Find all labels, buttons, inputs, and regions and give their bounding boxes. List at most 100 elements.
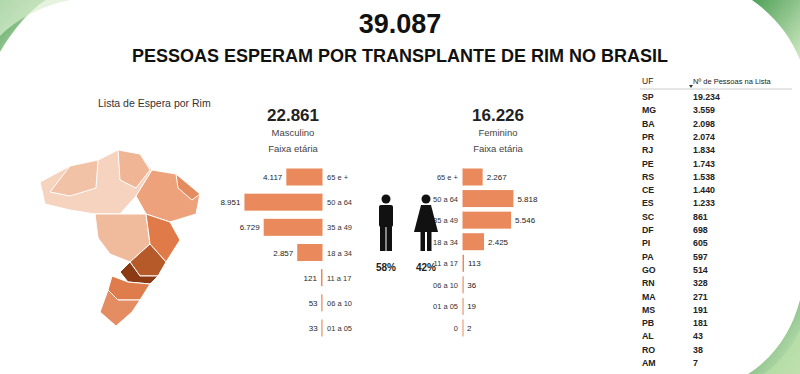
bar-base <box>322 320 323 337</box>
table-cell: CE <box>642 185 654 195</box>
table-cell: MS <box>642 305 655 315</box>
category-label: 11 a 17 <box>327 274 351 283</box>
map <box>40 150 200 326</box>
bar-base <box>463 212 464 229</box>
bar-chart: 22.861MasculinoFaixa etária4.11765 e +8.… <box>220 106 352 337</box>
axis-label: Faixa etária <box>268 143 318 154</box>
bar <box>463 190 513 207</box>
bar-base <box>463 169 464 186</box>
table-cell: PB <box>642 318 654 328</box>
table-cell: 7 <box>693 358 698 368</box>
table-cell: 1.743 <box>693 159 715 169</box>
bar-base <box>322 244 323 261</box>
data-label: 6.729 <box>240 223 261 232</box>
table-cell: PR <box>642 132 655 142</box>
map-region <box>40 150 152 214</box>
data-label: 2.267 <box>487 173 508 182</box>
labels: 2.26765 e +5.81850 a 645.54635 a 492.425… <box>433 173 538 333</box>
table-cell: SC <box>642 212 655 222</box>
category-label: 35 a 49 <box>433 216 458 225</box>
table-cell: DF <box>642 225 654 235</box>
table-cell: 38 <box>693 345 703 355</box>
table-cell: 191 <box>693 305 708 315</box>
axis-label: Faixa etária <box>473 143 523 154</box>
table-cell: SP <box>642 92 654 102</box>
share-label: 42% <box>416 262 436 273</box>
data-label: 5.546 <box>515 216 536 225</box>
bar <box>463 169 483 186</box>
icon-female <box>427 231 432 251</box>
table-header: UF <box>642 76 653 86</box>
bar <box>463 276 464 293</box>
total: 39.087 <box>359 9 442 39</box>
bar <box>321 269 322 286</box>
table-cell: RN <box>642 278 655 288</box>
bar-base <box>322 169 323 186</box>
table: UFNº de Pessoas na ListaSP19.234MG3.559B… <box>640 76 792 368</box>
bar <box>286 169 322 186</box>
table-cell: 43 <box>693 331 703 341</box>
category-label: 50 a 64 <box>433 195 458 204</box>
share-label: 58% <box>376 262 396 273</box>
table-cell: PI <box>642 238 650 248</box>
category-label: 18 a 34 <box>327 249 352 258</box>
table-cell: MG <box>642 105 656 115</box>
data-label: 2.425 <box>488 238 509 247</box>
bar-base <box>322 294 323 311</box>
map-region <box>100 290 140 326</box>
category-label: 01 a 05 <box>433 302 458 311</box>
table-cell: 181 <box>693 318 708 328</box>
bar-base <box>463 320 464 337</box>
data-label: 4.117 <box>263 173 283 182</box>
map-region <box>176 174 200 200</box>
table-cell: BA <box>642 119 655 129</box>
data-label: 2.857 <box>273 249 294 258</box>
decoration <box>748 300 800 374</box>
table-rule <box>640 89 792 90</box>
bar-base <box>322 219 323 236</box>
bar-base <box>463 298 464 315</box>
bar <box>463 255 464 272</box>
bars <box>244 169 322 337</box>
table-cell: PA <box>642 252 654 262</box>
data-label: 53 <box>309 299 318 308</box>
page: 39.087 PESSOAS ESPERAM POR TRANSPLANTE DE… <box>0 0 800 374</box>
table-cell: 861 <box>693 212 708 222</box>
table-cell: 328 <box>693 278 708 288</box>
category-label: 35 a 49 <box>327 223 352 232</box>
table-cell: 1.440 <box>693 185 715 195</box>
bar <box>321 294 322 311</box>
icon-male <box>382 195 391 204</box>
category-label: 06 a 10 <box>327 299 352 308</box>
category-label: 11 a 17 <box>434 259 458 268</box>
bar-base <box>463 233 464 250</box>
table-cell: MA <box>642 292 656 302</box>
gender-icons <box>379 195 438 252</box>
icon-female <box>414 205 438 232</box>
table-cell: 2.098 <box>693 119 715 129</box>
chart-title: 22.861 <box>267 106 319 125</box>
table-cell: 19.234 <box>693 92 720 102</box>
table-cell: AL <box>642 331 654 341</box>
icon-male <box>380 226 386 251</box>
table-cell: 3.559 <box>693 105 715 115</box>
chart-title: 16.226 <box>472 106 524 125</box>
bar <box>321 320 322 337</box>
bar-base <box>322 269 323 286</box>
chart-subtitle: Feminino <box>478 127 517 138</box>
bar <box>463 320 464 337</box>
title: PESSOAS ESPERAM POR TRANSPLANTE DE RIM N… <box>132 46 668 66</box>
category-label: 01 a 05 <box>327 324 352 333</box>
table-cell: GO <box>642 265 656 275</box>
data-label: 5.818 <box>517 195 538 204</box>
decoration <box>0 0 70 36</box>
bar-base <box>463 276 464 293</box>
data-label: 33 <box>309 324 318 333</box>
decoration <box>764 330 800 374</box>
icon-female <box>421 231 426 251</box>
bars <box>463 169 513 337</box>
table-cell: 597 <box>693 252 708 262</box>
data-label: 19 <box>467 302 476 311</box>
icon-female <box>422 195 431 204</box>
icon-male <box>387 226 393 251</box>
